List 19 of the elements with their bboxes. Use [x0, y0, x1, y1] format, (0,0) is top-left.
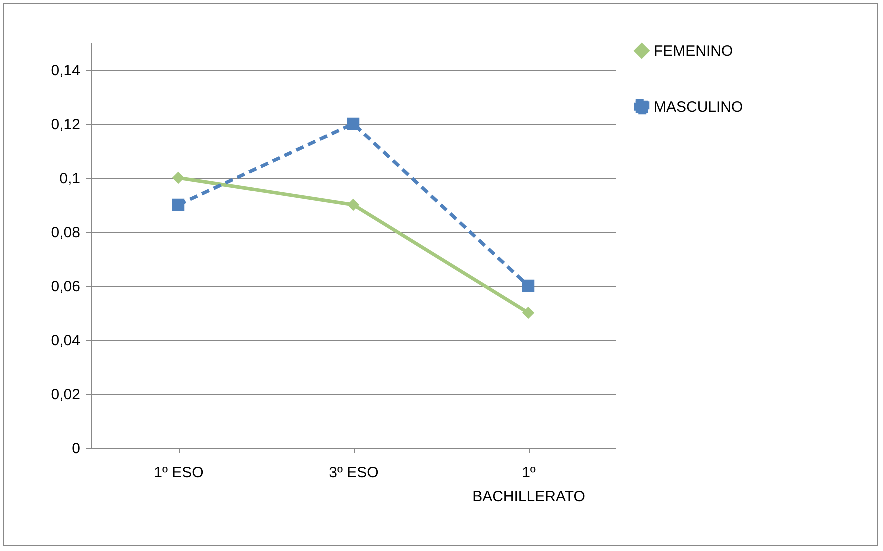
y-tick-label: 0,04 [51, 332, 80, 350]
legend-label: MASCULINO [654, 99, 744, 116]
point [522, 280, 535, 292]
point [347, 198, 360, 212]
y-tick-label: 0,1 [60, 170, 80, 188]
y-tick-label: 0,02 [51, 386, 80, 404]
point [347, 118, 360, 130]
x-tick-label: 3º ESO [329, 464, 379, 482]
point [172, 198, 185, 212]
x-tick-label: 1º BACHILLERATO [472, 464, 586, 506]
y-tick-label: 0,08 [51, 224, 80, 242]
x-tick-label: 1º ESO [154, 464, 204, 482]
y-tick-label: 0,14 [51, 62, 80, 80]
legend-label: FEMENINO [654, 43, 734, 60]
y-tick-label: 0 [72, 440, 80, 458]
point [522, 306, 535, 320]
point [172, 172, 185, 184]
y-tick-label: 0,12 [51, 116, 80, 134]
y-tick-label: 0,06 [51, 278, 80, 296]
